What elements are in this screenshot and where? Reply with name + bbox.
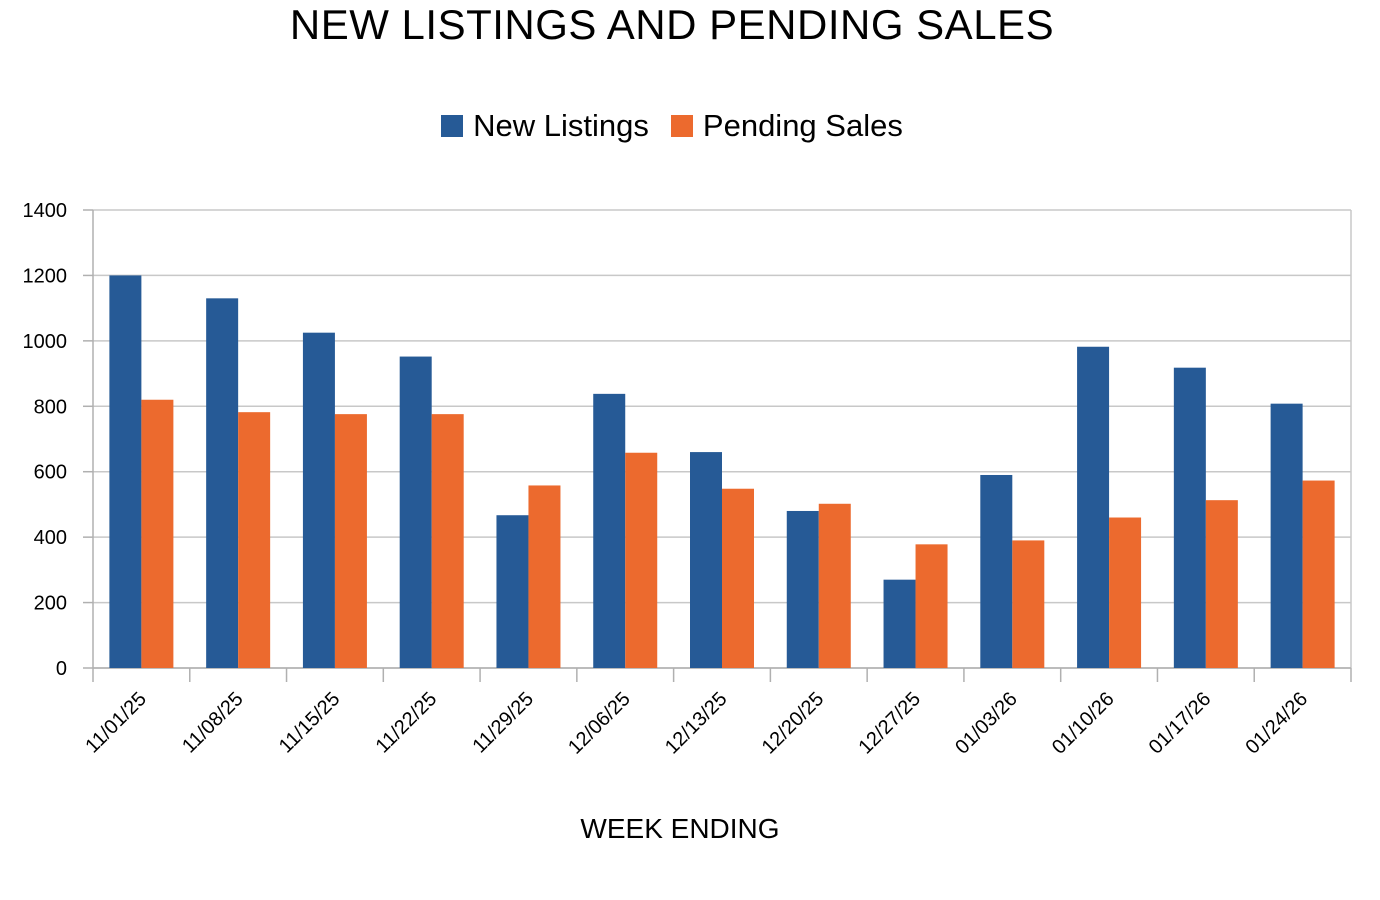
y-tick-label: 1200 bbox=[23, 265, 68, 287]
legend: New Listings Pending Sales bbox=[0, 108, 1344, 144]
bar-pending-sales bbox=[528, 485, 561, 668]
bar-pending-sales bbox=[625, 452, 658, 668]
legend-label-pending-sales: Pending Sales bbox=[702, 108, 903, 143]
x-tick-label: 12/06/25 bbox=[564, 688, 635, 759]
x-tick-label: 11/29/25 bbox=[468, 688, 538, 758]
legend-item-pending-sales: Pending Sales bbox=[670, 108, 903, 144]
bar-pending-sales bbox=[915, 544, 948, 668]
bar-new-listings bbox=[1270, 403, 1303, 668]
legend-label-new-listings: New Listings bbox=[473, 108, 649, 143]
bar-new-listings bbox=[1173, 367, 1206, 668]
bar-new-listings bbox=[496, 515, 529, 668]
bar-new-listings bbox=[1077, 346, 1110, 668]
x-tick-label: 01/17/26 bbox=[1145, 688, 1216, 759]
x-tick-label: 12/20/25 bbox=[758, 688, 829, 759]
x-tick-label: 11/01/25 bbox=[81, 688, 151, 758]
y-tick-label: 200 bbox=[34, 593, 67, 615]
bar-pending-sales bbox=[1109, 517, 1142, 668]
x-tick-label: 01/10/26 bbox=[1048, 688, 1119, 759]
bar-pending-sales bbox=[818, 503, 851, 668]
y-tick-label: 1000 bbox=[23, 331, 68, 353]
legend-swatch-pending-sales bbox=[670, 115, 693, 137]
chart-title: NEW LISTINGS AND PENDING SALES bbox=[289, 1, 1055, 48]
bar-new-listings bbox=[980, 474, 1013, 668]
bar-pending-sales bbox=[1205, 500, 1238, 668]
bar-new-listings bbox=[593, 393, 626, 668]
x-axis-title: WEEK ENDING bbox=[580, 813, 779, 844]
x-tick-label: 11/08/25 bbox=[178, 688, 248, 758]
bar-new-listings bbox=[206, 298, 239, 668]
y-tick-label: 1400 bbox=[23, 200, 68, 222]
bar-new-listings bbox=[399, 356, 432, 668]
bar-pending-sales bbox=[722, 488, 754, 668]
bar-pending-sales bbox=[1302, 480, 1335, 668]
x-tick-label: 01/03/26 bbox=[951, 688, 1022, 759]
bar-new-listings bbox=[690, 452, 722, 668]
y-tick-label: 800 bbox=[34, 396, 67, 418]
legend-item-new-listings: New Listings bbox=[441, 108, 649, 144]
x-tick-label: 11/15/25 bbox=[275, 688, 345, 758]
bar-pending-sales bbox=[141, 399, 174, 668]
x-tick-label: 12/13/25 bbox=[661, 688, 732, 759]
x-tick-label: 11/22/25 bbox=[372, 688, 442, 758]
bar-pending-sales bbox=[238, 412, 271, 668]
bar-new-listings bbox=[883, 579, 916, 668]
x-tick-label: 01/24/26 bbox=[1242, 688, 1313, 759]
legend-swatch-new-listings bbox=[441, 115, 464, 137]
bar-new-listings bbox=[109, 275, 142, 668]
y-tick-label: 400 bbox=[34, 527, 67, 549]
bar-new-listings bbox=[786, 510, 819, 668]
bar-new-listings bbox=[302, 332, 335, 668]
bar-pending-sales bbox=[1012, 540, 1045, 668]
bar-pending-sales bbox=[334, 414, 367, 668]
bar-pending-sales bbox=[431, 414, 464, 668]
y-tick-label: 0 bbox=[56, 658, 67, 680]
y-tick-label: 600 bbox=[34, 462, 67, 484]
x-tick-label: 12/27/25 bbox=[854, 688, 925, 759]
